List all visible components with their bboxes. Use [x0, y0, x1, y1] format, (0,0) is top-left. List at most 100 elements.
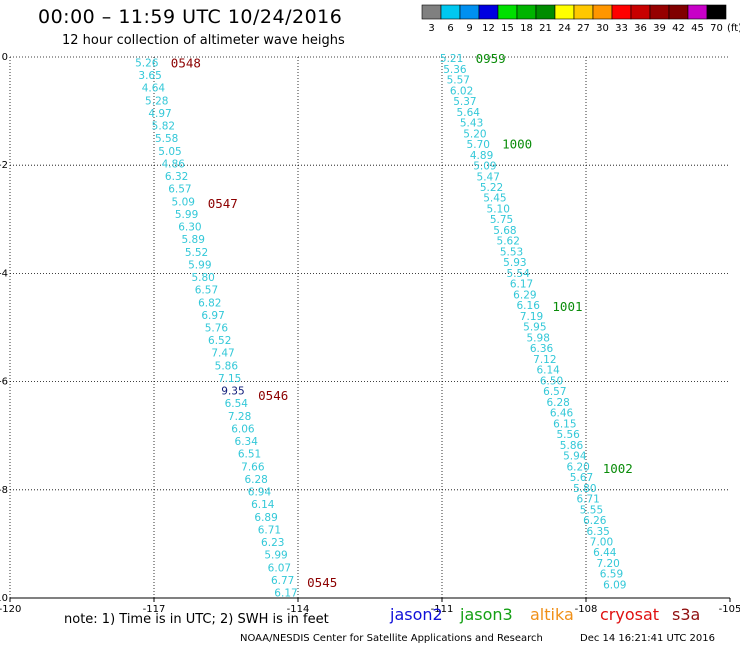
- y-tick-label: -8: [0, 485, 8, 496]
- wave-height-point: 6.16: [517, 300, 541, 312]
- wave-height-point: 5.20: [463, 128, 486, 140]
- wave-height-point: 7.20: [596, 558, 619, 570]
- wave-height-point: 5.86: [215, 360, 239, 372]
- wave-height-point: 5.57: [447, 75, 470, 87]
- x-tick-label: -108: [575, 604, 598, 615]
- wave-height-point: 5.86: [560, 440, 584, 452]
- wave-height-point: 5.93: [503, 257, 526, 269]
- wave-height-point: 5.94: [563, 451, 587, 463]
- colorbar-swatch: [611, 4, 632, 20]
- y-tick-label: -2: [0, 160, 8, 171]
- wave-height-point: 5.70: [467, 139, 490, 151]
- wave-height-point: 6.14: [251, 499, 275, 511]
- y-tick-label: -6: [0, 377, 8, 388]
- wave-height-point: 3.65: [138, 70, 161, 82]
- wave-height-point: 6.35: [586, 526, 609, 538]
- wave-height-point: 5.36: [443, 64, 467, 76]
- colorbar-label: 30: [596, 23, 609, 34]
- wave-height-point: 5.62: [497, 236, 520, 248]
- chart-title: 00:00 – 11:59 UTC 10/24/2016: [38, 6, 343, 28]
- note-text: note: 1) Time is in UTC; 2) SWH is in fe…: [64, 612, 329, 627]
- wave-height-point: 6.89: [254, 512, 277, 524]
- colorbar-label: 15: [501, 23, 514, 34]
- wave-height-point: 7.28: [228, 411, 251, 423]
- colorbar-label: 33: [615, 23, 628, 34]
- wave-height-point: 6.44: [593, 547, 617, 559]
- wave-height-point: 6.71: [576, 494, 599, 506]
- y-tick-label: -4: [0, 268, 8, 279]
- time-label: 0548: [171, 55, 201, 70]
- wave-height-point: 5.22: [480, 182, 503, 194]
- colorbar-label: 27: [577, 23, 590, 34]
- data-points: 5.263.654.645.284.975.825.585.054.866.32…: [135, 53, 626, 600]
- wave-height-point: 6.29: [513, 289, 536, 301]
- wave-height-point: 5.99: [264, 550, 287, 562]
- wave-height-point: 6.30: [178, 222, 201, 234]
- wave-height-point: 6.28: [546, 397, 569, 409]
- time-label: 1001: [552, 299, 582, 314]
- wave-height-point: 6.57: [195, 285, 218, 297]
- time-label: 1000: [502, 137, 532, 152]
- wave-height-point: 7.12: [533, 354, 556, 366]
- chart-subtitle: 12 hour collection of altimeter wave hei…: [62, 33, 345, 48]
- wave-height-point: 6.15: [553, 418, 576, 430]
- wave-height-point: 5.52: [185, 247, 208, 259]
- colorbar-label: 39: [653, 23, 666, 34]
- colorbar-label: 24: [558, 23, 571, 34]
- wave-height-point: 5.98: [527, 332, 550, 344]
- wave-height-point: 6.59: [600, 569, 623, 581]
- colorbar-label: 21: [539, 23, 552, 34]
- time-label: 0959: [476, 51, 506, 66]
- x-tick-label: -111: [431, 604, 454, 615]
- colorbar-swatch: [554, 4, 575, 20]
- wave-height-point: 5.37: [453, 96, 476, 108]
- chart-grid: [10, 56, 730, 598]
- colorbar-swatch: [649, 4, 670, 20]
- colorbar-label: 12: [482, 23, 495, 34]
- wave-height-point: 6.06: [231, 423, 255, 435]
- colorbar-label: 9: [466, 23, 472, 34]
- wave-height-point: 5.53: [500, 246, 523, 258]
- wave-height-point: 5.54: [507, 268, 531, 280]
- wave-height-point: 5.89: [182, 234, 205, 246]
- wave-height-point: 7.47: [211, 348, 234, 360]
- legend-item-jason3: jason3: [460, 605, 513, 624]
- colorbar-label: 70: [710, 23, 723, 34]
- wave-height-point: 9.35: [221, 386, 244, 398]
- colorbar-swatch: [440, 4, 461, 20]
- wave-height-point: 5.43: [460, 118, 483, 130]
- time-labels: 0548 0547 0546 0545 0959 1000 1001 1002: [171, 51, 633, 590]
- wave-height-point: 5.56: [556, 429, 580, 441]
- wave-height-point: 7.66: [241, 461, 265, 473]
- wave-height-point: 5.95: [523, 322, 546, 334]
- wave-height-point: 5.26: [135, 57, 159, 69]
- wave-height-point: 5.80: [191, 272, 214, 284]
- wave-height-point: 4.97: [148, 108, 171, 120]
- wave-height-point: 6.36: [530, 343, 554, 355]
- wave-height-point: 6.82: [198, 297, 221, 309]
- x-tick-label: -105: [719, 604, 740, 615]
- chart-axes: -120 -117 -114 -111 -108 -105 0 -2 -4 -6 -8 -10: [0, 52, 740, 615]
- legend-item-jason2: jason2: [390, 605, 443, 624]
- wave-height-point: 6.17: [274, 588, 297, 600]
- wave-height-point: 6.52: [208, 335, 231, 347]
- colorbar-swatch: [630, 4, 651, 20]
- colorbar-swatch: [516, 4, 537, 20]
- wave-height-point: 7.15: [218, 373, 241, 385]
- wave-height-point: 6.71: [258, 524, 281, 536]
- colorbar-swatch: [535, 4, 556, 20]
- wave-height-point: 5.99: [175, 209, 198, 221]
- wave-height-point: 6.51: [238, 449, 261, 461]
- colorbar-swatch: [592, 4, 613, 20]
- colorbar-label: 6: [447, 23, 453, 34]
- colorbar-swatch: [459, 4, 480, 20]
- wave-height-point: 4.89: [470, 150, 493, 162]
- wave-height-point: 5.75: [490, 214, 513, 226]
- wave-height-point: 6.34: [235, 436, 259, 448]
- wave-height-point: 4.64: [142, 83, 166, 95]
- wave-height-point: 5.05: [158, 146, 181, 158]
- wave-height-point: 6.32: [165, 171, 188, 183]
- colorbar-swatch: [497, 4, 518, 20]
- y-tick-label: 0: [2, 52, 8, 63]
